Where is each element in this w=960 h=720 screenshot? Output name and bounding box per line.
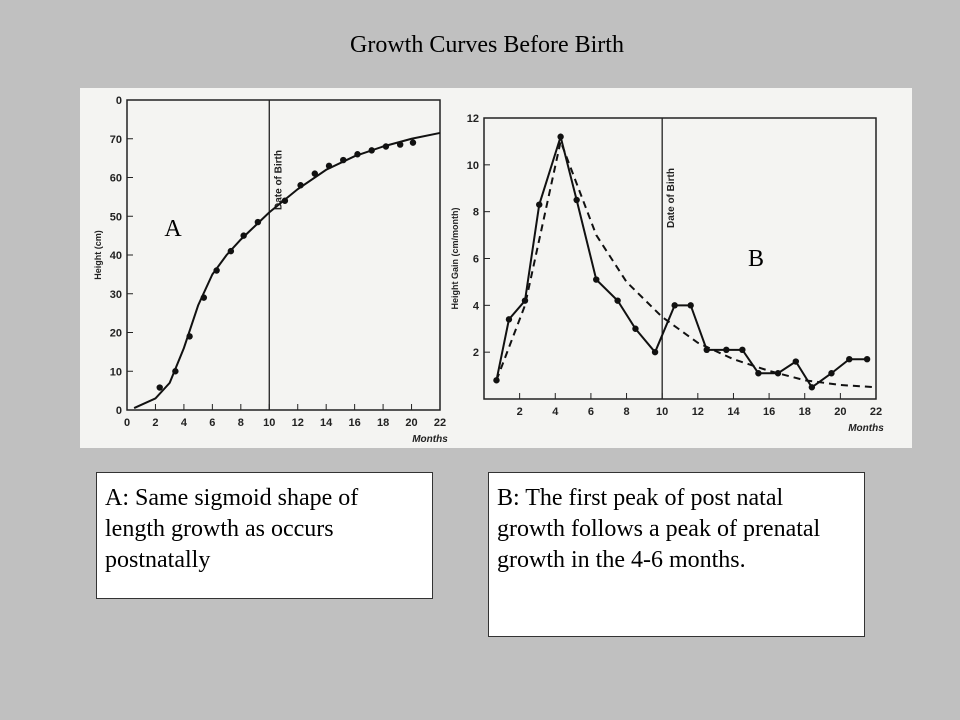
data-point (846, 355, 853, 363)
x-tick-label: 18 (377, 417, 389, 429)
panel-label: B (748, 246, 764, 272)
data-point (863, 355, 871, 363)
data-point (671, 302, 678, 309)
data-point (557, 133, 564, 140)
x-tick-label: 20 (834, 406, 846, 418)
x-tick-label: 14 (727, 406, 740, 418)
y-tick-label: 0 (116, 405, 122, 417)
y-axis-label: Height Gain (cm/month) (450, 208, 460, 310)
data-point (156, 384, 163, 391)
annotation: Date of Birth (666, 168, 677, 228)
x-tick-label: 10 (263, 417, 275, 429)
x-tick-label: 18 (799, 406, 811, 418)
x-tick-label: 22 (434, 417, 446, 429)
x-tick-label: 8 (238, 417, 244, 429)
slide-title: Growth Curves Before Birth (350, 32, 624, 58)
data-point (687, 302, 694, 309)
x-tick-label: 12 (292, 417, 304, 429)
x-tick-label: 4 (552, 406, 559, 418)
note-box: B: The first peak of post natal growth f… (488, 472, 865, 637)
x-tick-label: 4 (181, 417, 188, 429)
data-point (808, 384, 816, 391)
x-tick-label: 2 (517, 406, 523, 418)
x-tick-label: 6 (588, 406, 594, 418)
data-point (774, 370, 782, 377)
y-tick-label: 0 (116, 95, 122, 107)
y-tick-label: 60 (110, 173, 122, 185)
x-tick-label: 2 (152, 417, 158, 429)
x-tick-label: 20 (405, 417, 417, 429)
y-tick-label: 20 (110, 328, 122, 340)
data-point (409, 139, 417, 146)
y-tick-label: 40 (110, 250, 122, 262)
x-tick-label: 10 (656, 406, 668, 418)
y-tick-label: 6 (473, 254, 479, 266)
y-tick-label: 70 (110, 134, 122, 146)
panel-label: A (164, 216, 182, 242)
x-tick-label: 0 (124, 417, 130, 429)
x-tick-label: 8 (623, 406, 629, 418)
x-axis-label: Months (412, 434, 448, 445)
figure-background (80, 88, 912, 448)
data-point (723, 346, 730, 354)
data-point (505, 316, 513, 323)
x-tick-label: 16 (763, 406, 775, 418)
data-point (739, 346, 746, 354)
y-tick-label: 50 (110, 211, 122, 223)
note-box: A: Same sigmoid shape of length growth a… (96, 472, 433, 599)
x-tick-label: 22 (870, 406, 882, 418)
x-tick-label: 16 (349, 417, 361, 429)
y-tick-label: 8 (473, 207, 479, 219)
series-line (133, 131, 441, 409)
y-tick-label: 4 (473, 300, 480, 312)
y-tick-label: 30 (110, 289, 122, 301)
x-axis-label: Months (848, 423, 884, 434)
x-tick-label: 14 (320, 417, 333, 429)
data-point (755, 370, 762, 377)
x-tick-label: 6 (209, 417, 215, 429)
y-tick-label: 12 (467, 113, 479, 125)
data-point (536, 201, 543, 208)
annotation: Date of Birth (273, 150, 284, 210)
data-point (614, 297, 621, 304)
data-point (593, 276, 600, 283)
data-point (632, 325, 639, 332)
data-point (828, 370, 835, 377)
y-tick-label: 2 (473, 347, 479, 359)
data-point (651, 348, 659, 356)
y-axis-label: Height (cm) (93, 230, 103, 280)
series-line (495, 133, 868, 389)
data-point (792, 358, 800, 365)
series-line (495, 137, 877, 389)
x-tick-label: 12 (692, 406, 704, 418)
y-tick-label: 10 (467, 160, 479, 172)
data-point (573, 196, 580, 204)
y-tick-label: 10 (110, 366, 122, 378)
